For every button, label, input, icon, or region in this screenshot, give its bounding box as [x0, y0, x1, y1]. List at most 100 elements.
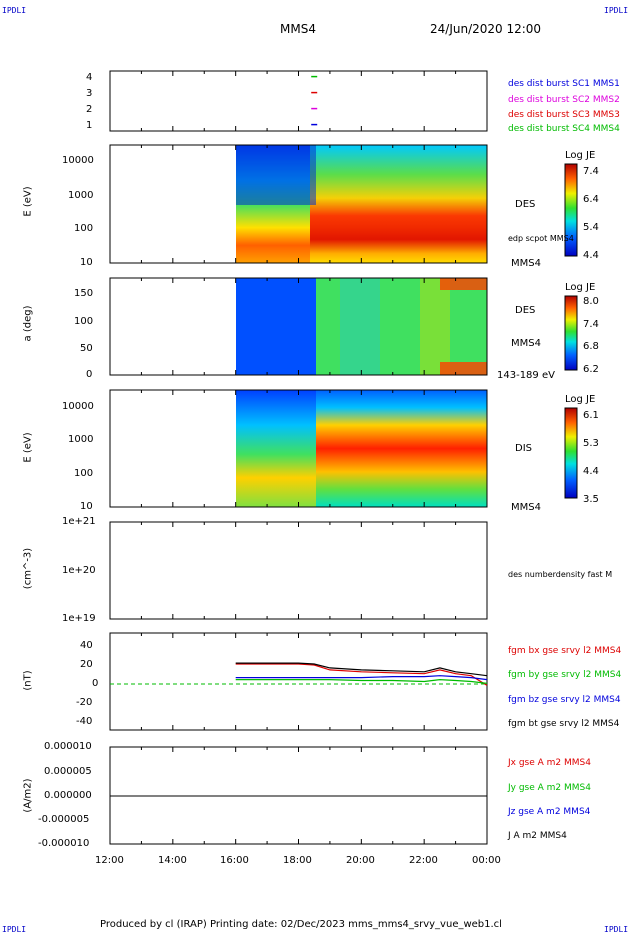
burst-tick-label: 4	[86, 72, 93, 83]
current-label-jx: Jx gse A m2 MMS4	[508, 758, 591, 768]
current-panel	[109, 746, 488, 845]
current-label-jz: Jz gse A m2 MMS4	[508, 807, 591, 817]
des-pitch-colorbar-tick: 6.8	[583, 341, 599, 352]
spacecraft-title: MMS4	[280, 22, 316, 36]
des-pitch-tick-label: 150	[74, 288, 94, 299]
des-energy-tick-label: 10000	[62, 155, 94, 166]
x-tick-label: 22:00	[409, 855, 438, 866]
des-pitch-label: DES	[515, 305, 536, 316]
current-tick-label: -0.000005	[38, 814, 90, 825]
density-tick-label: 1e+20	[62, 565, 96, 576]
density-ylabel: (cm^-3)	[22, 547, 34, 590]
corner-mark-br: IPDLI	[604, 925, 629, 934]
bfield-label-bx: fgm bx gse srvy l2 MMS4	[508, 646, 622, 656]
des-energy-sc-label: MMS4	[511, 258, 541, 269]
bfield-series-line	[235, 675, 488, 681]
current-label-jy: Jy gse A m2 MMS4	[508, 783, 591, 793]
des-energy-colorbar-title: Log JE	[565, 150, 596, 161]
bfield-tick-label: 40	[80, 640, 93, 651]
corner-mark-bl: IPDLI	[2, 925, 27, 934]
x-tick-label: 18:00	[283, 855, 312, 866]
bfield-label-by: fgm by gse srvy l2 MMS4	[508, 670, 622, 680]
burst-label-mms4: des dist burst SC4 MMS4	[508, 124, 620, 134]
current-label-j: J A m2 MMS4	[508, 831, 567, 841]
x-tick-label: 00:00	[472, 855, 501, 866]
dis-energy-sc-label: MMS4	[511, 502, 541, 513]
bfield-tick-label: -20	[76, 697, 93, 708]
burst-tick-label: 3	[86, 88, 93, 99]
des-energy-panel	[109, 144, 488, 264]
des-pitch-ylabel: a (deg)	[22, 305, 34, 342]
des-energy-colorbar	[564, 163, 578, 257]
dis-energy-colorbar-tick: 4.4	[583, 466, 599, 477]
dis-energy-ylabel: E (eV)	[22, 432, 34, 463]
x-tick-label: 16:00	[220, 855, 249, 866]
dis-energy-colorbar	[564, 407, 578, 499]
bfield-tick-label: 20	[80, 659, 93, 670]
des-pitch-colorbar-tick: 6.2	[583, 364, 599, 375]
date-title: 24/Jun/2020 12:00	[430, 22, 542, 36]
des-pitch-panel	[109, 277, 488, 376]
des-pitch-tick-label: 50	[80, 343, 93, 354]
bfield-label-bz: fgm bz gse srvy l2 MMS4	[508, 695, 621, 705]
des-energy-colorbar-tick: 5.4	[583, 222, 599, 233]
des-energy-ylabel: E (eV)	[22, 186, 34, 217]
dis-energy-tick-label: 100	[74, 468, 94, 479]
dis-energy-tick-label: 10000	[62, 401, 94, 412]
des-energy-colorbar-tick: 4.4	[583, 250, 599, 261]
bfield-ylabel: (nT)	[22, 670, 34, 691]
dis-energy-colorbar-tick: 6.1	[583, 410, 599, 421]
density-tick-label: 1e+19	[62, 613, 96, 624]
burst-panel	[109, 70, 488, 132]
dis-energy-colorbar-tick: 3.5	[583, 494, 599, 505]
dis-energy-colorbar-tick: 5.3	[583, 438, 599, 449]
pitch-energy-range: 143-189 eV	[497, 370, 555, 381]
dis-energy-tick-label: 10	[80, 501, 93, 512]
bfield-label-bt: fgm bt gse srvy l2 MMS4	[508, 719, 620, 729]
x-tick-label: 12:00	[95, 855, 124, 866]
current-tick-label: 0.000010	[44, 741, 92, 752]
dis-energy-label: DIS	[515, 443, 532, 454]
dis-energy-colorbar-title: Log JE	[565, 394, 596, 405]
burst-tick-label: 1	[86, 120, 93, 131]
des-pitch-colorbar-tick: 8.0	[583, 296, 599, 307]
bfield-series-line	[235, 678, 488, 684]
des-pitch-tick-label: 100	[74, 316, 94, 327]
des-energy-label: DES	[515, 199, 536, 210]
des-energy-tick-label: 10	[80, 257, 93, 268]
corner-mark-tl: IPDLI	[2, 6, 27, 15]
bfield-panel	[109, 632, 488, 731]
des-pitch-sc-label: MMS4	[511, 338, 541, 349]
x-tick-label: 14:00	[158, 855, 187, 866]
bfield-series-line	[235, 662, 488, 677]
scpot-label: edp scpot MMS4	[508, 234, 574, 243]
corner-mark-tr: IPDLI	[604, 6, 629, 15]
des-energy-tick-label: 100	[74, 223, 94, 234]
des-pitch-tick-label: 0	[86, 369, 93, 380]
current-tick-label: -0.000010	[38, 838, 90, 849]
dis-energy-panel	[109, 389, 488, 508]
des-energy-tick-label: 1000	[68, 190, 94, 201]
current-tick-label: 0.000000	[44, 790, 92, 801]
x-tick-label: 20:00	[346, 855, 375, 866]
density-label: des numberdensity fast M	[508, 570, 613, 579]
burst-tick-label: 2	[86, 104, 93, 115]
burst-label-mms2: des dist burst SC2 MMS2	[508, 95, 620, 105]
current-tick-label: 0.000005	[44, 766, 92, 777]
des-pitch-colorbar-title: Log JE	[565, 282, 596, 293]
bfield-tick-label: 0	[92, 678, 99, 689]
current-ylabel: (A/m2)	[22, 778, 34, 813]
bfield-series-line	[235, 663, 488, 686]
des-energy-colorbar-tick: 6.4	[583, 194, 599, 205]
bfield-tick-label: -40	[76, 716, 93, 727]
dis-energy-tick-label: 1000	[68, 434, 94, 445]
density-tick-label: 1e+21	[62, 516, 96, 527]
des-pitch-colorbar-tick: 7.4	[583, 319, 599, 330]
burst-label-mms3: des dist burst SC3 MMS3	[508, 110, 620, 120]
density-panel	[109, 521, 488, 620]
footer-text: Produced by cl (IRAP) Printing date: 02/…	[100, 919, 502, 930]
des-energy-colorbar-tick: 7.4	[583, 166, 599, 177]
des-pitch-colorbar	[564, 295, 578, 371]
burst-label-mms1: des dist burst SC1 MMS1	[508, 79, 620, 89]
